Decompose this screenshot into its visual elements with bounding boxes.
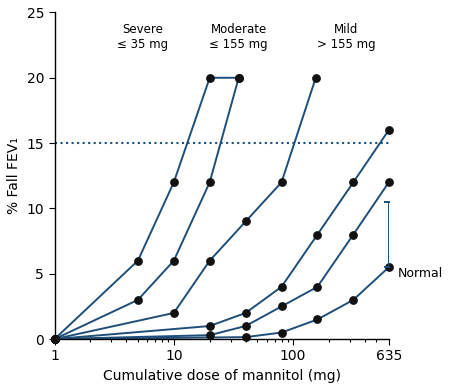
Point <box>51 336 58 342</box>
Point <box>314 284 321 290</box>
Point <box>242 310 249 316</box>
Point <box>385 179 392 185</box>
Point <box>350 297 357 303</box>
Point <box>170 257 177 264</box>
Point <box>385 127 392 133</box>
Point <box>170 179 177 185</box>
Text: Mild
> 155 mg: Mild > 155 mg <box>317 23 376 51</box>
Point <box>312 74 319 81</box>
Point <box>206 74 213 81</box>
Text: Moderate
≤ 155 mg: Moderate ≤ 155 mg <box>209 23 268 51</box>
Point <box>51 336 58 342</box>
Point <box>242 323 249 329</box>
Point <box>278 284 285 290</box>
Point <box>235 74 242 81</box>
Point <box>350 179 357 185</box>
Point <box>278 179 285 185</box>
Point <box>278 303 285 310</box>
X-axis label: Cumulative dose of mannitol (mg): Cumulative dose of mannitol (mg) <box>103 369 341 383</box>
Point <box>385 264 392 270</box>
Text: Normal: Normal <box>397 267 443 280</box>
Point <box>206 323 213 329</box>
Point <box>51 336 58 342</box>
Point <box>350 231 357 238</box>
Text: Severe
≤ 35 mg: Severe ≤ 35 mg <box>117 23 168 51</box>
Point <box>206 332 213 338</box>
Point <box>206 257 213 264</box>
Point <box>134 297 141 303</box>
Point <box>51 336 58 342</box>
Point <box>134 257 141 264</box>
Point <box>51 336 58 342</box>
Point <box>242 218 249 225</box>
Point <box>170 310 177 316</box>
Point <box>278 330 285 336</box>
Point <box>235 74 242 81</box>
Point <box>314 231 321 238</box>
Point <box>242 334 249 340</box>
Point <box>314 316 321 323</box>
Point <box>206 179 213 185</box>
Point <box>51 336 58 342</box>
Y-axis label: % Fall FEV₁: % Fall FEV₁ <box>7 137 21 214</box>
